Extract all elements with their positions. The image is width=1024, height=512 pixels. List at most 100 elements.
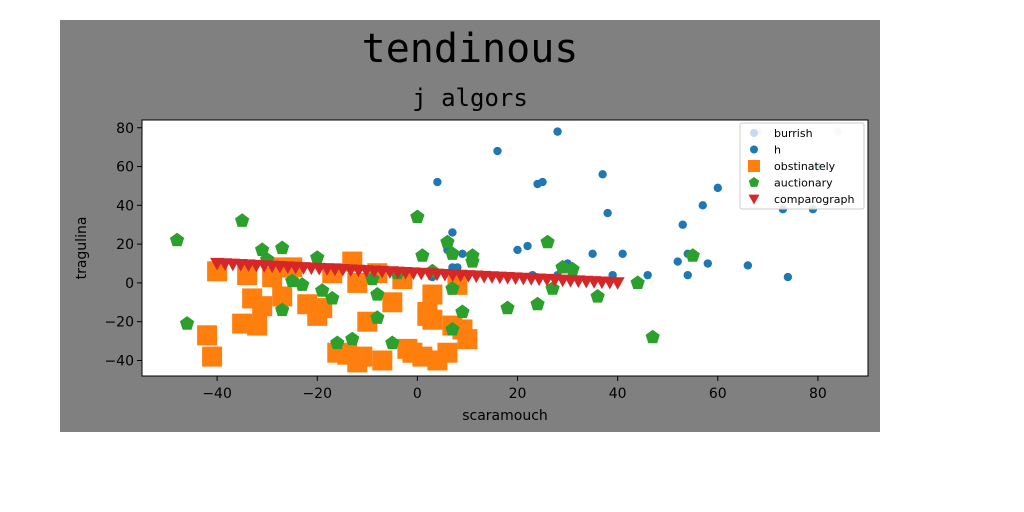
point-h-1: [493, 146, 502, 156]
point-h-17: [458, 249, 467, 259]
point-auctionary-24: [455, 304, 470, 319]
legend-label-h: h: [774, 144, 781, 157]
point-obstinately-2: [207, 261, 228, 282]
point-obstinately-14: [312, 298, 333, 319]
chart-title: tendinous: [361, 26, 579, 72]
point-obstinately-5: [247, 315, 268, 336]
plot-frame: [141, 119, 869, 377]
point-auctionary-29: [540, 234, 555, 249]
point-auctionary-20: [440, 234, 455, 249]
point-auctionary-28: [530, 296, 545, 311]
point-h-2: [433, 177, 442, 187]
x-tick-label: 80: [809, 386, 827, 402]
point-auctionary-18: [415, 248, 430, 262]
point-auctionary-21: [445, 246, 460, 260]
point-auctionary-16: [385, 335, 400, 350]
point-auctionary-10: [325, 290, 340, 305]
point-h-4: [538, 177, 547, 187]
point-obstinately-33: [437, 342, 458, 363]
point-h-30: [783, 272, 793, 282]
point-obstinately-7: [252, 296, 273, 317]
point-auctionary-36: [685, 248, 700, 262]
point-obstinately-3: [232, 313, 253, 334]
point-auctionary-1: [179, 316, 195, 330]
point-h-6: [603, 208, 612, 218]
point-comparograph-51: [610, 277, 625, 290]
legend-label-comparograph: comparograph: [774, 193, 854, 206]
point-auctionary-12: [345, 331, 360, 346]
point-auctionary-33: [590, 289, 605, 303]
point-h-24: [643, 270, 652, 280]
point-obstinately-31: [417, 305, 438, 326]
point-auctionary-2: [235, 213, 250, 227]
legend-marker-burrish: [750, 129, 758, 137]
point-h-21: [588, 249, 597, 259]
y-tick-label: 40: [116, 198, 134, 214]
point-h-29: [683, 270, 692, 280]
point-auctionary-9: [315, 283, 330, 297]
point-auctionary-15: [370, 310, 385, 324]
chart-subtitle: j algors: [412, 84, 528, 112]
y-axis-label: tragulina: [74, 217, 90, 280]
y-tick-label: 20: [116, 237, 134, 253]
point-auctionary-30: [545, 281, 560, 295]
point-h-25: [673, 257, 682, 266]
legend-marker-auctionary: [748, 177, 760, 187]
point-h-19: [523, 241, 532, 251]
y-tick-label: 60: [116, 160, 134, 176]
legend-marker-comparograph: [748, 194, 760, 205]
point-h-7: [698, 201, 707, 210]
point-h-18: [513, 245, 522, 255]
point-obstinately-10: [272, 286, 293, 307]
point-h-8: [713, 183, 722, 193]
point-auctionary-0: [169, 232, 185, 247]
legend-marker-h: [750, 145, 758, 154]
point-h-28: [743, 261, 753, 270]
point-auctionary-17: [410, 209, 425, 223]
point-auctionary-27: [500, 300, 515, 315]
y-tick-label: 80: [116, 121, 134, 137]
chart-figure: tendinous j algors −40 −20 0 20 40 60 80 −40 −20…: [60, 20, 880, 432]
point-obstinately-21: [347, 272, 368, 293]
point-obstinately-20: [352, 346, 373, 367]
legend-box: [739, 122, 865, 210]
point-obstinately-23: [372, 350, 393, 371]
point-obstinately-39: [382, 292, 403, 313]
x-tick-label: 20: [509, 386, 527, 402]
x-tick-label: 40: [609, 386, 627, 402]
point-auctionary-23: [445, 322, 460, 336]
point-h-12: [678, 220, 687, 229]
point-h-22: [618, 249, 627, 259]
legend-label-obstinately: obstinately: [774, 160, 836, 173]
x-tick-label: 0: [413, 386, 422, 402]
point-auctionary-31: [555, 259, 570, 274]
point-auctionary-22: [445, 281, 460, 295]
legend-label-burrish: burrish: [774, 127, 813, 140]
y-tick-label: −20: [104, 315, 134, 331]
point-obstinately-36: [457, 329, 478, 350]
point-auctionary-35: [645, 329, 660, 344]
point-auctionary-8: [310, 250, 325, 264]
point-auctionary-26: [465, 254, 480, 268]
point-obstinately-1: [202, 346, 223, 367]
legend-label-auctionary: auctionary: [774, 177, 833, 190]
point-auctionary-5: [275, 302, 290, 317]
y-tick-label: −40: [104, 353, 134, 369]
point-h-5: [598, 170, 607, 179]
point-h-0: [553, 127, 562, 136]
point-auctionary-7: [295, 277, 310, 291]
x-tick-label: −20: [302, 386, 332, 402]
point-h-13: [448, 228, 457, 237]
point-obstinately-4: [237, 265, 258, 286]
point-obstinately-32: [422, 284, 443, 305]
point-obstinately-27: [412, 346, 433, 367]
point-auctionary-34: [630, 275, 645, 289]
point-h-27: [703, 259, 712, 268]
x-tick-label: 60: [709, 386, 727, 402]
point-auctionary-32: [565, 261, 580, 276]
point-auctionary-14: [370, 287, 385, 301]
point-auctionary-11: [330, 335, 345, 350]
legend-marker-obstinately: [748, 160, 760, 172]
point-auctionary-3: [255, 242, 270, 256]
y-tick-label: 0: [125, 276, 134, 292]
